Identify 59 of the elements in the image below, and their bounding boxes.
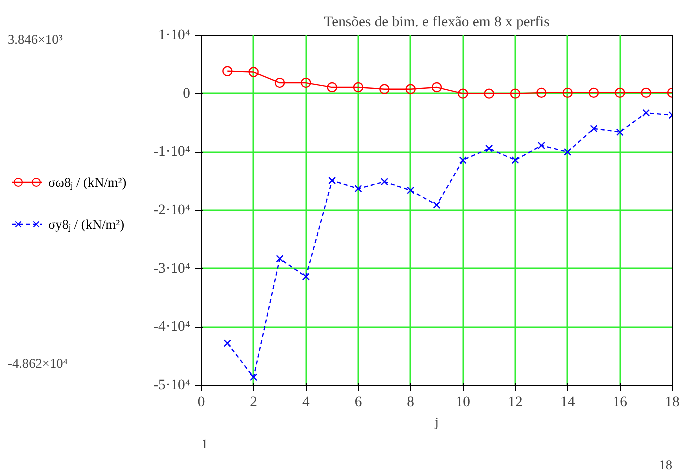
point [536,88,547,98]
point [512,156,520,164]
point [222,66,233,76]
y-tick-label: -5·10⁴ [154,378,191,394]
legend-label: σy8ⱼ / (kN/m²) [48,217,125,233]
x-tick-label: 10 [456,394,470,410]
point [486,144,494,152]
point [538,142,546,150]
point [407,186,415,194]
point [380,178,388,186]
text: 18 [659,458,673,472]
point [301,78,312,88]
point [642,109,650,117]
y-tick-label: -4·10⁴ [154,319,191,336]
text: 1 [202,436,208,452]
point [432,82,442,93]
point [590,125,598,133]
point [353,82,364,93]
point [459,156,467,164]
x-tick-label: 6 [354,394,362,410]
x-tick-label: 2 [250,394,258,410]
chart-title: Tensões de bim. e flexão em 8 x perfis [324,14,550,30]
point [250,374,258,382]
point [274,78,286,88]
point [641,88,652,98]
point [484,88,494,99]
point [615,88,626,98]
y-tick-label: 1·10⁴ [158,28,191,44]
point [248,67,259,78]
point [276,255,284,263]
point [588,88,600,98]
x-tick-label: 16 [612,394,628,410]
y-tick-label: -2·10⁴ [154,202,191,218]
x-tick-label: 14 [560,394,576,410]
x-tick-label: 8 [407,394,414,410]
point [302,273,310,281]
point [224,340,232,348]
point [433,201,441,210]
point [458,88,468,99]
point [380,84,390,94]
text: 3.846×10³ [8,32,63,47]
point [327,82,338,93]
x-tick-label: 18 [665,394,680,410]
point [354,185,362,193]
y-tick-label: -3·10⁴ [154,260,191,277]
point [510,88,521,99]
y-tick-label: -1·10⁴ [154,144,191,160]
legend-label: σω8ⱼ / (kN/m²) [48,175,127,191]
point [406,84,416,94]
point [616,128,624,136]
point [328,176,336,185]
x-tick-label: 0 [198,394,206,410]
x-tick-label: 4 [302,394,311,410]
text: -4.862×10⁴ [8,356,68,371]
point [562,88,573,98]
y-tick-label: 0 [183,86,190,102]
x-axis-title: j [434,414,439,430]
x-tick-label: 12 [508,394,523,410]
point [564,148,572,156]
